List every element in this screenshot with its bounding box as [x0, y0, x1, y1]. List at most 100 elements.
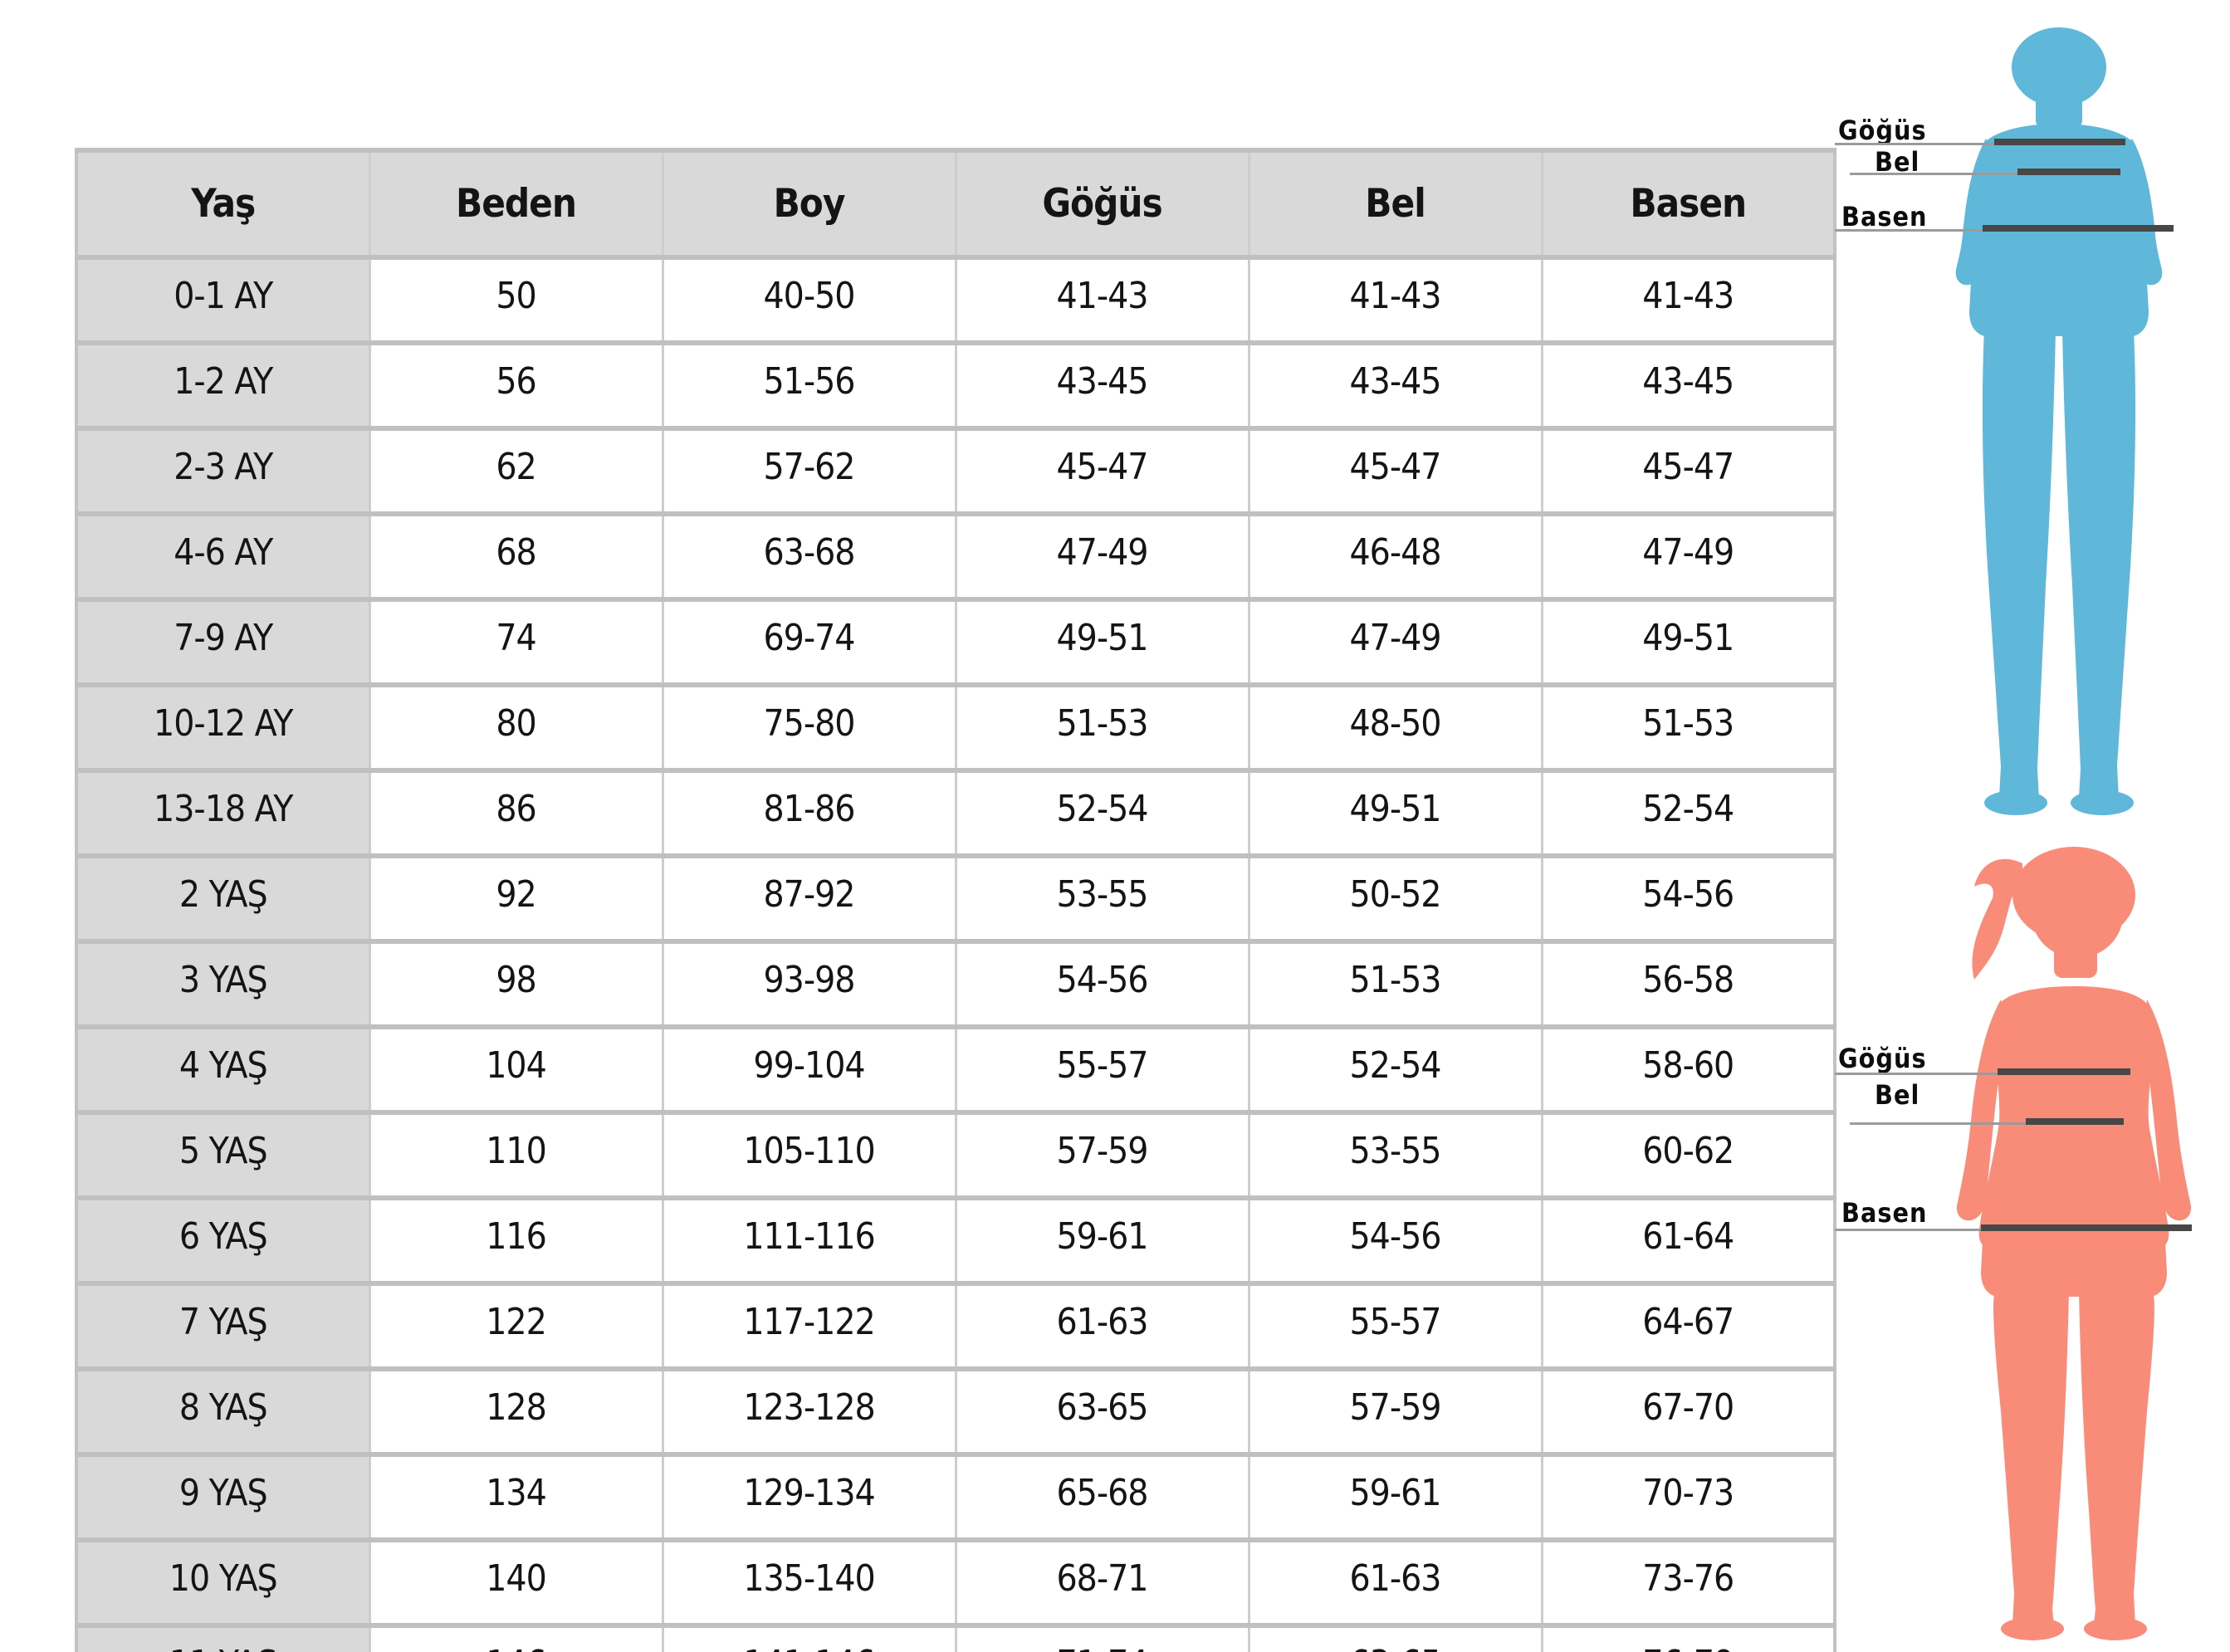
size-value-cell: 141-146 [661, 1623, 957, 1652]
size-value-cell: 76-79 [1540, 1623, 1836, 1652]
size-value-cell: 87-92 [661, 853, 957, 944]
size-value-cell: 46-48 [1247, 511, 1543, 602]
size-value-cell: 110 [368, 1110, 664, 1200]
size-value-cell: 54-56 [1540, 853, 1836, 944]
age-cell: 13-18 AY [75, 768, 371, 858]
table-row: 7 YAŞ 122 117-122 61-63 55-57 64-67 [75, 1281, 1836, 1371]
boy-silhouette-icon [1955, 27, 2163, 815]
size-value-cell: 69-74 [661, 597, 957, 687]
size-value-cell: 53-55 [954, 853, 1250, 944]
size-table-body: 0-1 AY 50 40-50 41-43 41-43 41-43 1-2 AY 56 51-5… [75, 255, 1836, 1652]
table-row: 2 YAŞ 92 87-92 53-55 50-52 54-56 [75, 853, 1836, 944]
size-value-cell: 80 [368, 682, 664, 773]
size-value-cell: 61-63 [1247, 1537, 1543, 1628]
girl-hip-label: Basen [1841, 1197, 1928, 1229]
table-row: 4-6 AY 68 63-68 47-49 46-48 47-49 [75, 511, 1836, 602]
column-header-boy: Boy [661, 148, 957, 260]
column-header-bel: Bel [1247, 148, 1543, 260]
size-value-cell: 49-51 [1247, 768, 1543, 858]
column-header-gogus: Göğüs [954, 148, 1250, 260]
table-row: 1-2 AY 56 51-56 43-45 43-45 43-45 [75, 340, 1836, 431]
size-value-cell: 67-70 [1540, 1366, 1836, 1457]
age-cell: 10-12 AY [75, 682, 371, 773]
size-value-cell: 122 [368, 1281, 664, 1371]
size-value-cell: 48-50 [1247, 682, 1543, 773]
boy-waist-line [2017, 169, 2120, 175]
table-row: 8 YAŞ 128 123-128 63-65 57-59 67-70 [75, 1366, 1836, 1457]
size-value-cell: 51-56 [661, 340, 957, 431]
table-row: 4 YAŞ 104 99-104 55-57 52-54 58-60 [75, 1024, 1836, 1115]
size-value-cell: 73-76 [1540, 1537, 1836, 1628]
boy-hip-leader-line [1835, 229, 1986, 232]
size-value-cell: 57-59 [1247, 1366, 1543, 1457]
size-value-cell: 55-57 [1247, 1281, 1543, 1371]
size-value-cell: 45-47 [1247, 426, 1543, 516]
size-value-cell: 63-65 [954, 1366, 1250, 1457]
size-value-cell: 51-53 [954, 682, 1250, 773]
size-value-cell: 68-71 [954, 1537, 1250, 1628]
boy-waist-leader-line [1850, 173, 2021, 175]
girl-figure [1943, 830, 2230, 1652]
size-value-cell: 61-64 [1540, 1195, 1836, 1286]
size-value-cell: 59-61 [1247, 1452, 1543, 1542]
age-cell: 2 YAŞ [75, 853, 371, 944]
girl-waist-label: Bel [1875, 1079, 1920, 1111]
size-value-cell: 65-68 [954, 1452, 1250, 1542]
size-value-cell: 86 [368, 768, 664, 858]
size-value-cell: 50 [368, 255, 664, 345]
size-value-cell: 51-53 [1540, 682, 1836, 773]
size-value-cell: 128 [368, 1366, 664, 1457]
size-value-cell: 61-63 [954, 1281, 1250, 1371]
boy-hip-line [1983, 225, 2174, 232]
age-cell: 9 YAŞ [75, 1452, 371, 1542]
girl-chest-label: Göğüs [1838, 1043, 1927, 1074]
girl-waist-line [2026, 1118, 2124, 1125]
size-value-cell: 93-98 [661, 939, 957, 1029]
size-value-cell: 60-62 [1540, 1110, 1836, 1200]
size-value-cell: 68 [368, 511, 664, 602]
size-value-cell: 104 [368, 1024, 664, 1115]
age-cell: 6 YAŞ [75, 1195, 371, 1286]
size-value-cell: 41-43 [1247, 255, 1543, 345]
size-value-cell: 123-128 [661, 1366, 957, 1457]
age-cell: 10 YAŞ [75, 1537, 371, 1628]
column-header-beden: Beden [368, 148, 664, 260]
size-value-cell: 134 [368, 1452, 664, 1542]
size-value-cell: 71-74 [954, 1623, 1250, 1652]
girl-waist-leader-line [1850, 1122, 2027, 1125]
boy-chest-leader-line [1835, 143, 1996, 145]
age-cell: 2-3 AY [75, 426, 371, 516]
age-cell: 8 YAŞ [75, 1366, 371, 1457]
size-value-cell: 58-60 [1540, 1024, 1836, 1115]
size-value-cell: 41-43 [1540, 255, 1836, 345]
size-value-cell: 43-45 [1540, 340, 1836, 431]
size-value-cell: 54-56 [1247, 1195, 1543, 1286]
size-value-cell: 45-47 [1540, 426, 1836, 516]
table-row: 6 YAŞ 116 111-116 59-61 54-56 61-64 [75, 1195, 1836, 1286]
table-row: 3 YAŞ 98 93-98 54-56 51-53 56-58 [75, 939, 1836, 1029]
size-value-cell: 47-49 [1540, 511, 1836, 602]
size-value-cell: 59-61 [954, 1195, 1250, 1286]
age-cell: 7 YAŞ [75, 1281, 371, 1371]
girl-silhouette-icon [1956, 847, 2192, 1640]
header-row: Yaş Beden Boy Göğüs Bel Basen [75, 148, 1836, 260]
girl-chest-leader-line [1835, 1073, 1999, 1075]
size-table-head: Yaş Beden Boy Göğüs Bel Basen [75, 148, 1836, 260]
age-cell: 3 YAŞ [75, 939, 371, 1029]
size-value-cell: 117-122 [661, 1281, 957, 1371]
column-header-basen: Basen [1540, 148, 1836, 260]
age-cell: 11 YAŞ [75, 1623, 371, 1652]
age-cell: 5 YAŞ [75, 1110, 371, 1200]
size-value-cell: 129-134 [661, 1452, 957, 1542]
size-value-cell: 146 [368, 1623, 664, 1652]
size-value-cell: 43-45 [954, 340, 1250, 431]
size-value-cell: 45-47 [954, 426, 1250, 516]
size-value-cell: 47-49 [1247, 597, 1543, 687]
size-value-cell: 140 [368, 1537, 664, 1628]
size-value-cell: 40-50 [661, 255, 957, 345]
size-value-cell: 50-52 [1247, 853, 1543, 944]
size-value-cell: 49-51 [1540, 597, 1836, 687]
size-value-cell: 47-49 [954, 511, 1250, 602]
size-value-cell: 52-54 [1247, 1024, 1543, 1115]
